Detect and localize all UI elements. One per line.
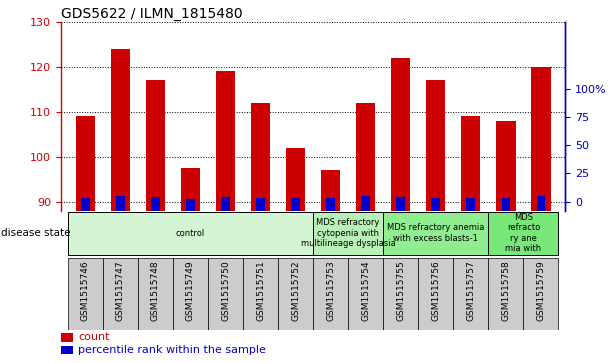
Bar — [61, 346, 74, 354]
Bar — [496, 121, 516, 211]
Bar — [488, 212, 558, 256]
Bar — [286, 148, 305, 211]
Text: GSM1515757: GSM1515757 — [466, 260, 475, 321]
Bar — [418, 258, 454, 330]
Bar — [461, 116, 480, 211]
Bar — [256, 198, 265, 211]
Text: GSM1515748: GSM1515748 — [151, 260, 160, 321]
Bar — [103, 258, 138, 330]
Bar — [391, 58, 410, 211]
Bar — [326, 198, 335, 211]
Text: control: control — [176, 229, 205, 238]
Bar — [81, 198, 89, 211]
Bar — [426, 80, 446, 211]
Text: count: count — [78, 333, 110, 342]
Text: GSM1515750: GSM1515750 — [221, 260, 230, 321]
Bar — [181, 168, 200, 211]
Bar — [278, 258, 313, 330]
Bar — [243, 258, 278, 330]
Bar — [116, 196, 125, 211]
Text: GSM1515752: GSM1515752 — [291, 260, 300, 321]
Bar — [361, 196, 370, 211]
Bar — [68, 258, 103, 330]
Text: GSM1515751: GSM1515751 — [256, 260, 265, 321]
Bar — [216, 71, 235, 211]
Text: GSM1515747: GSM1515747 — [116, 260, 125, 321]
Bar — [61, 333, 74, 342]
Bar — [313, 212, 383, 256]
Text: GSM1515758: GSM1515758 — [502, 260, 510, 321]
Bar — [75, 116, 95, 211]
Bar — [356, 103, 375, 211]
Bar — [111, 49, 130, 211]
Bar — [454, 258, 488, 330]
Text: MDS refractory
cytopenia with
multilineage dysplasia: MDS refractory cytopenia with multilinea… — [301, 218, 396, 248]
Bar — [488, 258, 523, 330]
Bar — [138, 258, 173, 330]
Bar — [466, 198, 475, 211]
Text: GSM1515756: GSM1515756 — [431, 260, 440, 321]
Text: GSM1515755: GSM1515755 — [396, 260, 405, 321]
Bar — [146, 80, 165, 211]
Bar — [151, 197, 160, 211]
Bar — [383, 258, 418, 330]
Bar — [523, 258, 558, 330]
Bar — [396, 197, 405, 211]
Bar — [173, 258, 208, 330]
Bar — [537, 196, 545, 211]
Text: percentile rank within the sample: percentile rank within the sample — [78, 345, 266, 355]
Bar — [531, 67, 551, 211]
Text: MDS refractory anemia
with excess blasts-1: MDS refractory anemia with excess blasts… — [387, 224, 485, 243]
Text: GSM1515749: GSM1515749 — [186, 260, 195, 321]
Bar — [221, 197, 230, 211]
Bar — [68, 212, 313, 256]
Text: MDS
refracto
ry ane
mia with: MDS refracto ry ane mia with — [505, 213, 542, 253]
Bar — [251, 103, 270, 211]
Text: GSM1515753: GSM1515753 — [326, 260, 335, 321]
Bar — [348, 258, 383, 330]
Text: disease state: disease state — [1, 228, 70, 238]
Bar — [291, 198, 300, 211]
Bar — [313, 258, 348, 330]
Bar — [502, 198, 510, 211]
Bar — [186, 199, 195, 211]
Text: GSM1515746: GSM1515746 — [81, 260, 90, 321]
Bar — [383, 212, 488, 256]
Bar — [208, 258, 243, 330]
Text: GDS5622 / ILMN_1815480: GDS5622 / ILMN_1815480 — [61, 7, 243, 21]
Bar — [432, 198, 440, 211]
Bar — [321, 170, 340, 211]
Text: GSM1515754: GSM1515754 — [361, 260, 370, 321]
Text: GSM1515759: GSM1515759 — [536, 260, 545, 321]
